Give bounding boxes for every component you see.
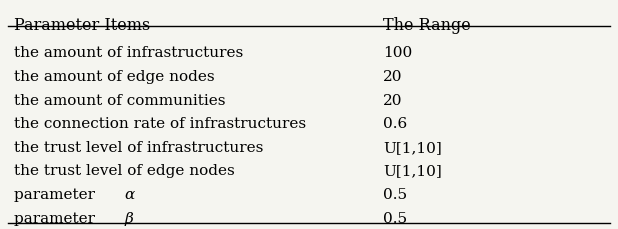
Text: 100: 100 [383,46,412,60]
Text: 20: 20 [383,93,402,107]
Text: parameter: parameter [14,187,99,201]
Text: β: β [124,211,133,224]
Text: 0.5: 0.5 [383,211,407,224]
Text: 20: 20 [383,70,402,84]
Text: the amount of edge nodes: the amount of edge nodes [14,70,214,84]
Text: U[1,10]: U[1,10] [383,164,442,177]
Text: the amount of communities: the amount of communities [14,93,225,107]
Text: parameter: parameter [14,211,99,224]
Text: The Range: The Range [383,17,470,34]
Text: the amount of infrastructures: the amount of infrastructures [14,46,243,60]
Text: U[1,10]: U[1,10] [383,140,442,154]
Text: the connection rate of infrastructures: the connection rate of infrastructures [14,117,306,131]
Text: the trust level of edge nodes: the trust level of edge nodes [14,164,234,177]
Text: 0.6: 0.6 [383,117,407,131]
Text: α: α [124,187,134,201]
Text: Parameter Items: Parameter Items [14,17,150,34]
Text: the trust level of infrastructures: the trust level of infrastructures [14,140,263,154]
Text: 0.5: 0.5 [383,187,407,201]
